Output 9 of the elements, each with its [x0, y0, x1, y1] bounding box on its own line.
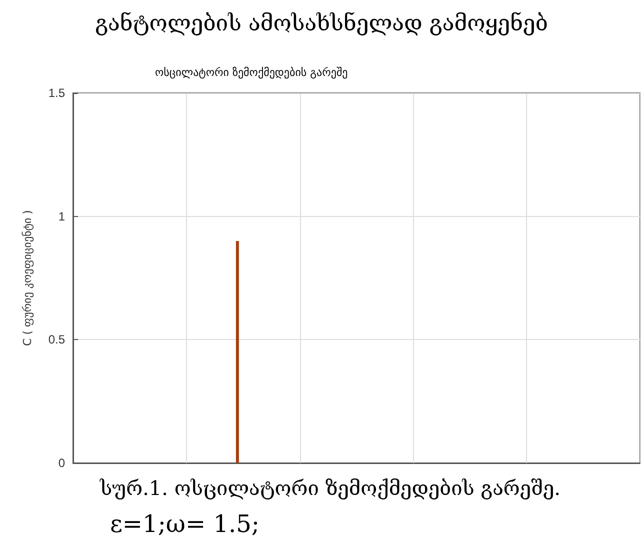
y-tick-label: 1.5: [48, 86, 66, 100]
y-tick-label: 0.5: [48, 332, 66, 347]
text: ε=1;ω= 1.5;: [110, 510, 260, 538]
y-tick-label: 1: [58, 209, 66, 224]
chart-title: განტოლების ამოსახსნელად გამოყენებ: [95, 12, 548, 36]
chart-subtitle: ოსცილატორი ზემოქმედების გარეშე: [155, 66, 348, 79]
text: სურ.1. ოსცილატორი ზემოქმედების გარეშე.: [99, 476, 561, 500]
y-tick-label: 0: [58, 456, 66, 470]
y-axis-title: C ( ფურიე კოეფიციენტი ): [21, 210, 34, 346]
